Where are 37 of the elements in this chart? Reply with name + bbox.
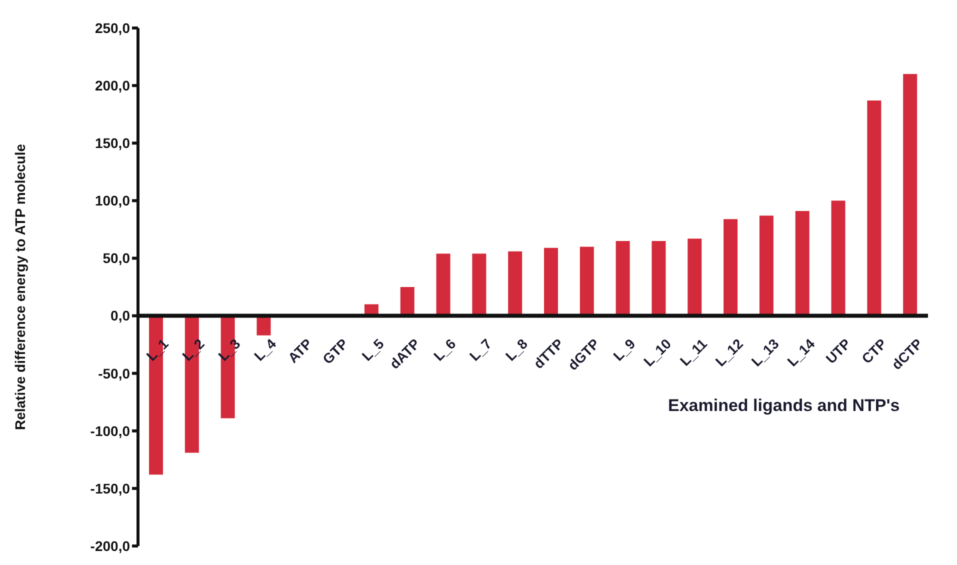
x-tick-label: L_5 (358, 335, 388, 364)
y-tick-label: 100,0 (94, 192, 130, 209)
x-tick-label: CTP (858, 336, 890, 367)
bar (795, 211, 810, 316)
bar (903, 74, 918, 316)
bar (724, 219, 738, 316)
x-tick-label: L_2 (178, 335, 208, 364)
y-tick-label: 0,0 (110, 308, 130, 324)
y-tick-label: 50,0 (102, 250, 130, 266)
y-axis-title: Relative difference energy to ATP molecule (12, 144, 28, 430)
x-tick-label: L_7 (466, 335, 495, 364)
x-tick-label: L_1 (143, 335, 172, 364)
bar (436, 254, 450, 316)
x-tick-label: L_9 (610, 335, 638, 364)
x-tick-label: L_4 (250, 335, 280, 364)
x-tick-label: L_8 (502, 335, 531, 364)
x-tick-label: L_3 (214, 335, 244, 364)
y-tick-label: -100,0 (90, 422, 130, 439)
bar (867, 100, 882, 316)
x-axis-title: Examined ligands and NTP's (668, 396, 900, 416)
y-tick-label: -150,0 (90, 480, 130, 496)
bar (688, 238, 702, 316)
bar (831, 200, 846, 316)
bar (508, 251, 522, 316)
bar (652, 240, 666, 316)
y-tick-label: 250,0 (94, 20, 130, 36)
bar (616, 240, 630, 316)
bar (472, 254, 486, 316)
bar (580, 246, 594, 316)
y-tick-label: 150,0 (94, 135, 130, 152)
bar (400, 287, 414, 316)
bar (759, 216, 774, 316)
x-tick-label: L_6 (430, 335, 459, 364)
y-tick-label: -50,0 (98, 365, 130, 382)
y-tick-label: 200,0 (94, 78, 130, 94)
y-tick-label: -200,0 (90, 538, 130, 554)
bar (544, 248, 558, 316)
